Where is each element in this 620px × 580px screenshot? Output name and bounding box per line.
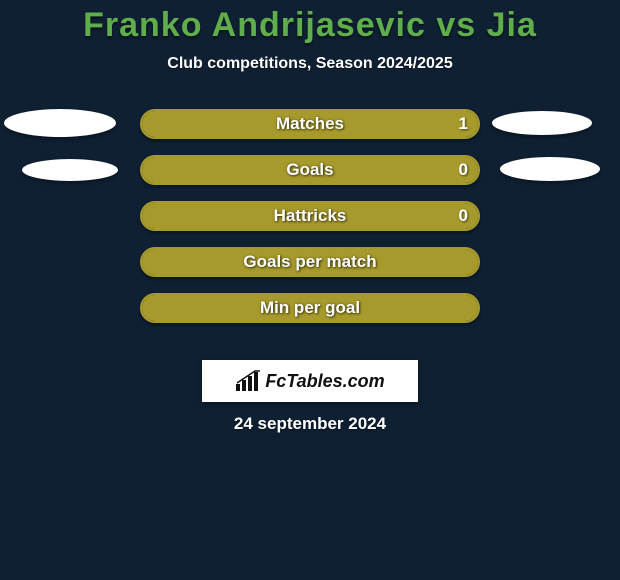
stat-row: Goals0 bbox=[0, 155, 620, 201]
stat-bar bbox=[140, 155, 480, 185]
stat-bar-fill bbox=[142, 295, 478, 321]
comparison-card: { "colors": { "background": "#0f2033", "… bbox=[0, 6, 620, 580]
date-label: 24 september 2024 bbox=[0, 414, 620, 434]
stat-bar-fill bbox=[142, 203, 478, 229]
stat-row: Min per goal bbox=[0, 293, 620, 339]
stat-row: Goals per match bbox=[0, 247, 620, 293]
stat-bar bbox=[140, 247, 480, 277]
page-title: Franko Andrijasevic vs Jia bbox=[0, 6, 620, 45]
brand-text: FcTables.com bbox=[265, 371, 384, 392]
stat-bar bbox=[140, 293, 480, 323]
stat-bar-fill bbox=[142, 249, 478, 275]
left-player-ellipse bbox=[22, 159, 118, 181]
stat-bar bbox=[140, 201, 480, 231]
stat-bar-fill bbox=[142, 111, 478, 137]
right-player-ellipse bbox=[500, 157, 600, 181]
subtitle: Club competitions, Season 2024/2025 bbox=[0, 55, 620, 73]
left-player-ellipse bbox=[4, 109, 116, 137]
stat-bar bbox=[140, 109, 480, 139]
bars-icon bbox=[235, 370, 261, 392]
stat-row: Matches1 bbox=[0, 109, 620, 155]
brand-logo: FcTables.com bbox=[202, 360, 418, 402]
stat-row: Hattricks0 bbox=[0, 201, 620, 247]
stat-rows: Matches1Goals0Hattricks0Goals per matchM… bbox=[0, 109, 620, 339]
stat-bar-fill bbox=[142, 157, 478, 183]
right-player-ellipse bbox=[492, 111, 592, 135]
